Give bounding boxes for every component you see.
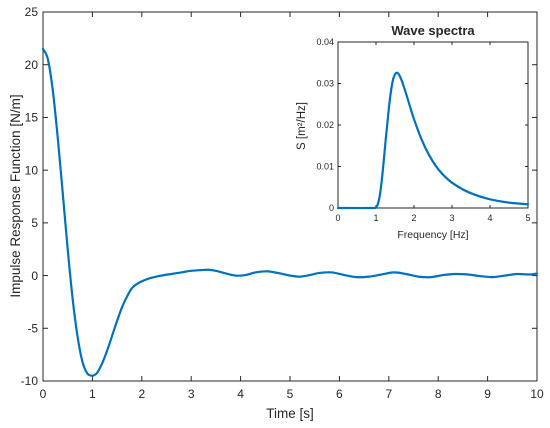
- inset-background: [338, 42, 528, 208]
- inset-title: Wave spectra: [391, 23, 475, 38]
- main-y-tick-label: 5: [31, 216, 38, 230]
- main-x-tick-label: 4: [237, 387, 244, 401]
- inset-plot: 0 0.01 0.02 0.03 0.04 0 1 2 3 4 5 Wave spectra Fr…: [296, 23, 531, 241]
- inset-x-axis-label: Frequency [Hz]: [397, 229, 468, 241]
- inset-x-tick-label: 0: [335, 213, 340, 223]
- impulse-response-line: [41, 47, 539, 377]
- inset-y-tick-label: 0.03: [316, 79, 334, 89]
- main-x-axis-label: Time [s]: [266, 406, 314, 421]
- main-x-tick-label: 8: [435, 387, 442, 401]
- main-x-tick-label: 5: [287, 387, 294, 401]
- inset-x-tick-label: 3: [449, 213, 454, 223]
- main-x-tick-label: 9: [484, 387, 491, 401]
- main-y-tick-label: -5: [27, 321, 38, 335]
- main-x-tick-label: 10: [530, 387, 544, 401]
- inset-x-tick-label: 1: [373, 213, 378, 223]
- main-x-tick-label: 2: [138, 387, 145, 401]
- main-y-tick-label: 10: [25, 163, 39, 177]
- inset-y-tick-label: 0.04: [316, 37, 334, 47]
- main-x-tick-label: 7: [385, 387, 392, 401]
- main-y-tick-label: 20: [25, 58, 39, 72]
- main-y-tick-label: -10: [21, 374, 39, 388]
- inset-x-tick-label: 5: [525, 213, 530, 223]
- main-x-tick-label: 6: [336, 387, 343, 401]
- main-y-tick-label: 15: [25, 111, 39, 125]
- main-y-axis-label: Impulse Response Function [N/m]: [8, 94, 23, 297]
- main-x-tick-label: 3: [188, 387, 195, 401]
- inset-y-tick-label: 0.02: [316, 120, 334, 130]
- inset-y-tick-label: 0: [329, 203, 334, 213]
- main-x-tick-label: 0: [40, 387, 47, 401]
- main-y-tick-label: 0: [31, 269, 38, 283]
- inset-x-tick-label: 2: [411, 213, 416, 223]
- inset-x-tick-label: 4: [487, 213, 492, 223]
- main-x-ticks: 0 1 2 3 4 5 6 7 8 9 10: [40, 12, 544, 401]
- main-y-tick-label: 25: [25, 5, 39, 19]
- wave-spectrum-line: [336, 71, 530, 210]
- inset-y-axis-label: S [m²/Hz]: [296, 102, 308, 150]
- main-x-tick-label: 1: [89, 387, 96, 401]
- inset-x-ticks: 0 1 2 3 4 5: [335, 42, 531, 223]
- inset-y-tick-label: 0.01: [316, 162, 334, 172]
